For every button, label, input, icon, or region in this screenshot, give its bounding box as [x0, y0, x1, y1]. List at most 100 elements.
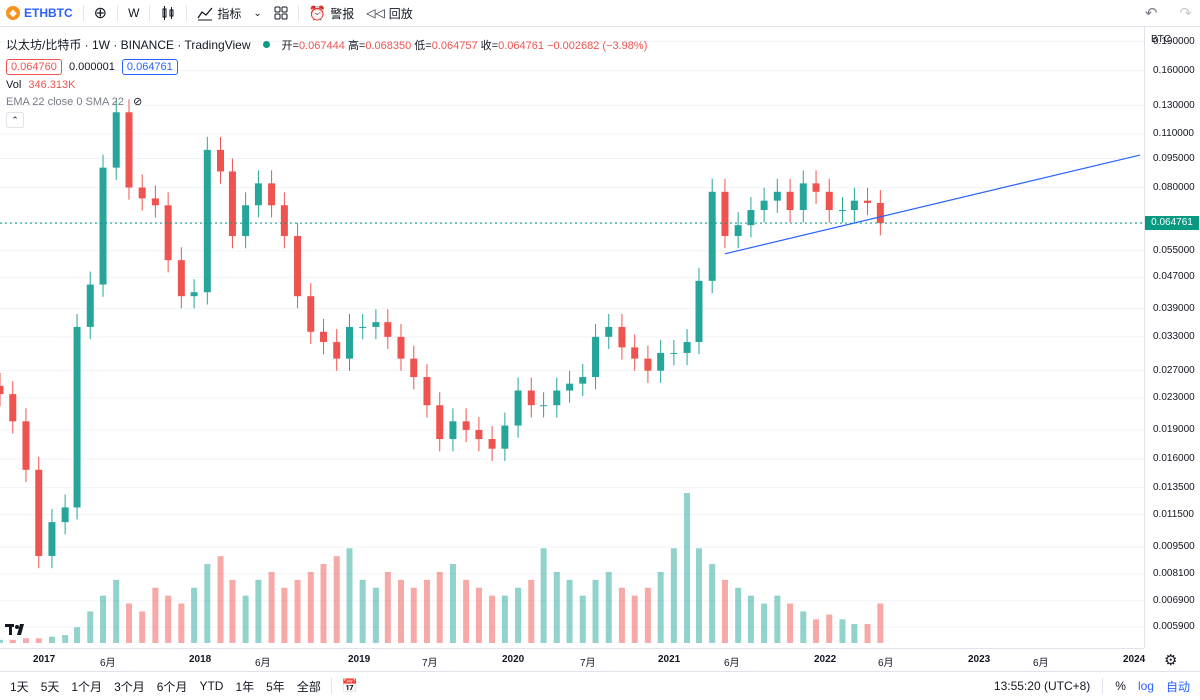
alert-button[interactable]: ⏰ 警报: [303, 0, 360, 26]
candle-body: [747, 210, 755, 226]
volume-bar: [423, 579, 430, 643]
price-axis[interactable]: BTC 0.190000 0.160000 0.130000 0.110000 0.09…: [1144, 27, 1200, 648]
range-button[interactable]: 3个月: [114, 679, 145, 694]
volume-bar: [320, 564, 327, 643]
volume-bar: [48, 636, 55, 643]
volume-bar: [294, 579, 301, 643]
market-status-icon: [262, 41, 270, 48]
price-tick-label: 0.033000: [1153, 330, 1195, 342]
time-tick-label: 6月: [878, 658, 894, 669]
price-tick-label: 0.190000: [1153, 35, 1195, 47]
date-range-button[interactable]: 📅: [336, 673, 364, 699]
volume-bar: [618, 587, 625, 643]
time-axis[interactable]: 2017 6月 2018 6月 2019 7月 2020 7月 2021 6月 2022 6月 2023…: [0, 648, 1146, 671]
compare-button[interactable]: ⊕: [88, 0, 113, 26]
eye-hidden-icon[interactable]: ⊘: [133, 96, 143, 108]
price-tick-label: 0.130000: [1153, 99, 1195, 111]
high-value: 0.068350: [365, 39, 412, 52]
chart-pane[interactable]: [0, 27, 1144, 648]
divider: [1102, 678, 1104, 694]
candle-body: [359, 326, 367, 328]
symbol-label: ETHBTC: [24, 6, 73, 20]
indicators-dropdown[interactable]: ⌄: [247, 0, 267, 26]
range-button[interactable]: 6个月: [156, 679, 188, 694]
rewind-icon: ◁◁: [366, 6, 385, 20]
candle-body: [657, 352, 665, 371]
volume-bar: [566, 579, 573, 643]
percent-toggle[interactable]: %: [1115, 679, 1126, 693]
settings-button[interactable]: ⚙: [1164, 651, 1177, 669]
price-tick-label: 0.160000: [1153, 64, 1195, 76]
candle-body: [683, 342, 691, 353]
range-button[interactable]: 全部: [296, 679, 321, 694]
symbol-search[interactable]: ◆ ETHBTC: [0, 0, 79, 26]
redo-icon[interactable]: ↷: [1179, 5, 1192, 22]
spread-value: 0.000001: [68, 61, 115, 73]
volume-bar: [191, 587, 198, 643]
currency-label: BTC: [1151, 34, 1171, 45]
price-tick-label: 0.013500: [1153, 481, 1195, 493]
volume-bar: [787, 603, 794, 643]
candle-body: [177, 260, 185, 297]
volume-bar: [605, 571, 612, 643]
price-tick-label: 0.027000: [1153, 364, 1195, 376]
time-tick-label: 2017: [33, 654, 56, 665]
candle-body: [773, 191, 781, 201]
volume-bar: [255, 579, 262, 643]
volume-bar: [229, 579, 236, 643]
range-button[interactable]: YTD: [199, 679, 224, 693]
bid-price[interactable]: 0.064760: [6, 59, 62, 75]
open-value: 0.067444: [298, 39, 345, 52]
volume-bar: [22, 638, 29, 643]
interval-button[interactable]: W: [122, 0, 145, 26]
chevron-up-icon: ⌃: [11, 115, 19, 125]
candle-body: [138, 187, 146, 199]
range-buttons: 1天 5天 1个月 3个月 6个月 YTD 1年 5年 全部: [0, 678, 327, 695]
candle-body: [734, 225, 742, 237]
indicators-button[interactable]: 指标: [191, 0, 247, 26]
volume-bar: [449, 564, 456, 643]
undo-icon[interactable]: ↶: [1144, 5, 1158, 22]
volume-bar: [851, 624, 858, 643]
candle-body: [333, 342, 341, 359]
candle-body: [307, 296, 315, 332]
range-button[interactable]: 1年: [235, 679, 255, 694]
range-button[interactable]: 1个月: [71, 679, 103, 694]
clock[interactable]: 13:55:20 (UTC+8): [993, 679, 1091, 693]
volume-bar: [813, 619, 820, 643]
time-tick-label: 2022: [814, 654, 837, 665]
volume-legend[interactable]: Vol 346.313K: [6, 79, 647, 91]
time-tick-label: 6月: [100, 658, 116, 669]
candle-body: [164, 205, 172, 261]
candles-icon: [162, 6, 174, 20]
layout-button[interactable]: [268, 0, 294, 26]
chart-type-button[interactable]: [154, 0, 182, 26]
bottom-bar: 1天 5天 1个月 3个月 6个月 YTD 1年 5年 全部 📅 13:55:20 (UTC+8…: [0, 671, 1200, 700]
range-button[interactable]: 5天: [40, 679, 60, 694]
candle-body: [527, 390, 535, 406]
log-toggle[interactable]: log: [1137, 679, 1154, 693]
replay-button[interactable]: ◁◁ 回放: [360, 0, 418, 26]
chevron-down-icon: ⌄: [253, 7, 262, 19]
volume-bar: [463, 579, 470, 643]
candle-body: [217, 149, 225, 172]
volume-bar: [398, 579, 405, 643]
range-button[interactable]: 1天: [10, 679, 29, 694]
range-button[interactable]: 5年: [266, 679, 285, 694]
volume-bar: [100, 595, 107, 643]
price-tick-label: 0.023000: [1153, 391, 1195, 403]
ask-price[interactable]: 0.064761: [121, 59, 178, 75]
change-value: −0.002682 (−3.98%): [547, 39, 648, 52]
interval-label: W: [128, 6, 140, 20]
collapse-legend-button[interactable]: ⌃: [6, 112, 24, 128]
volume-bar: [87, 611, 94, 643]
ema-legend[interactable]: EMA 22 close 0 SMA 22 ⊘: [6, 95, 647, 108]
price-chart[interactable]: [0, 27, 1144, 648]
candle-body: [876, 202, 884, 224]
price-tick-label: 0.019000: [1153, 423, 1195, 435]
candle-body: [838, 210, 846, 212]
tradingview-logo[interactable]: [5, 622, 29, 638]
auto-toggle[interactable]: 自动: [1165, 679, 1190, 694]
time-tick-label: 2024: [1123, 654, 1146, 665]
time-tick-label: 6月: [724, 658, 740, 669]
